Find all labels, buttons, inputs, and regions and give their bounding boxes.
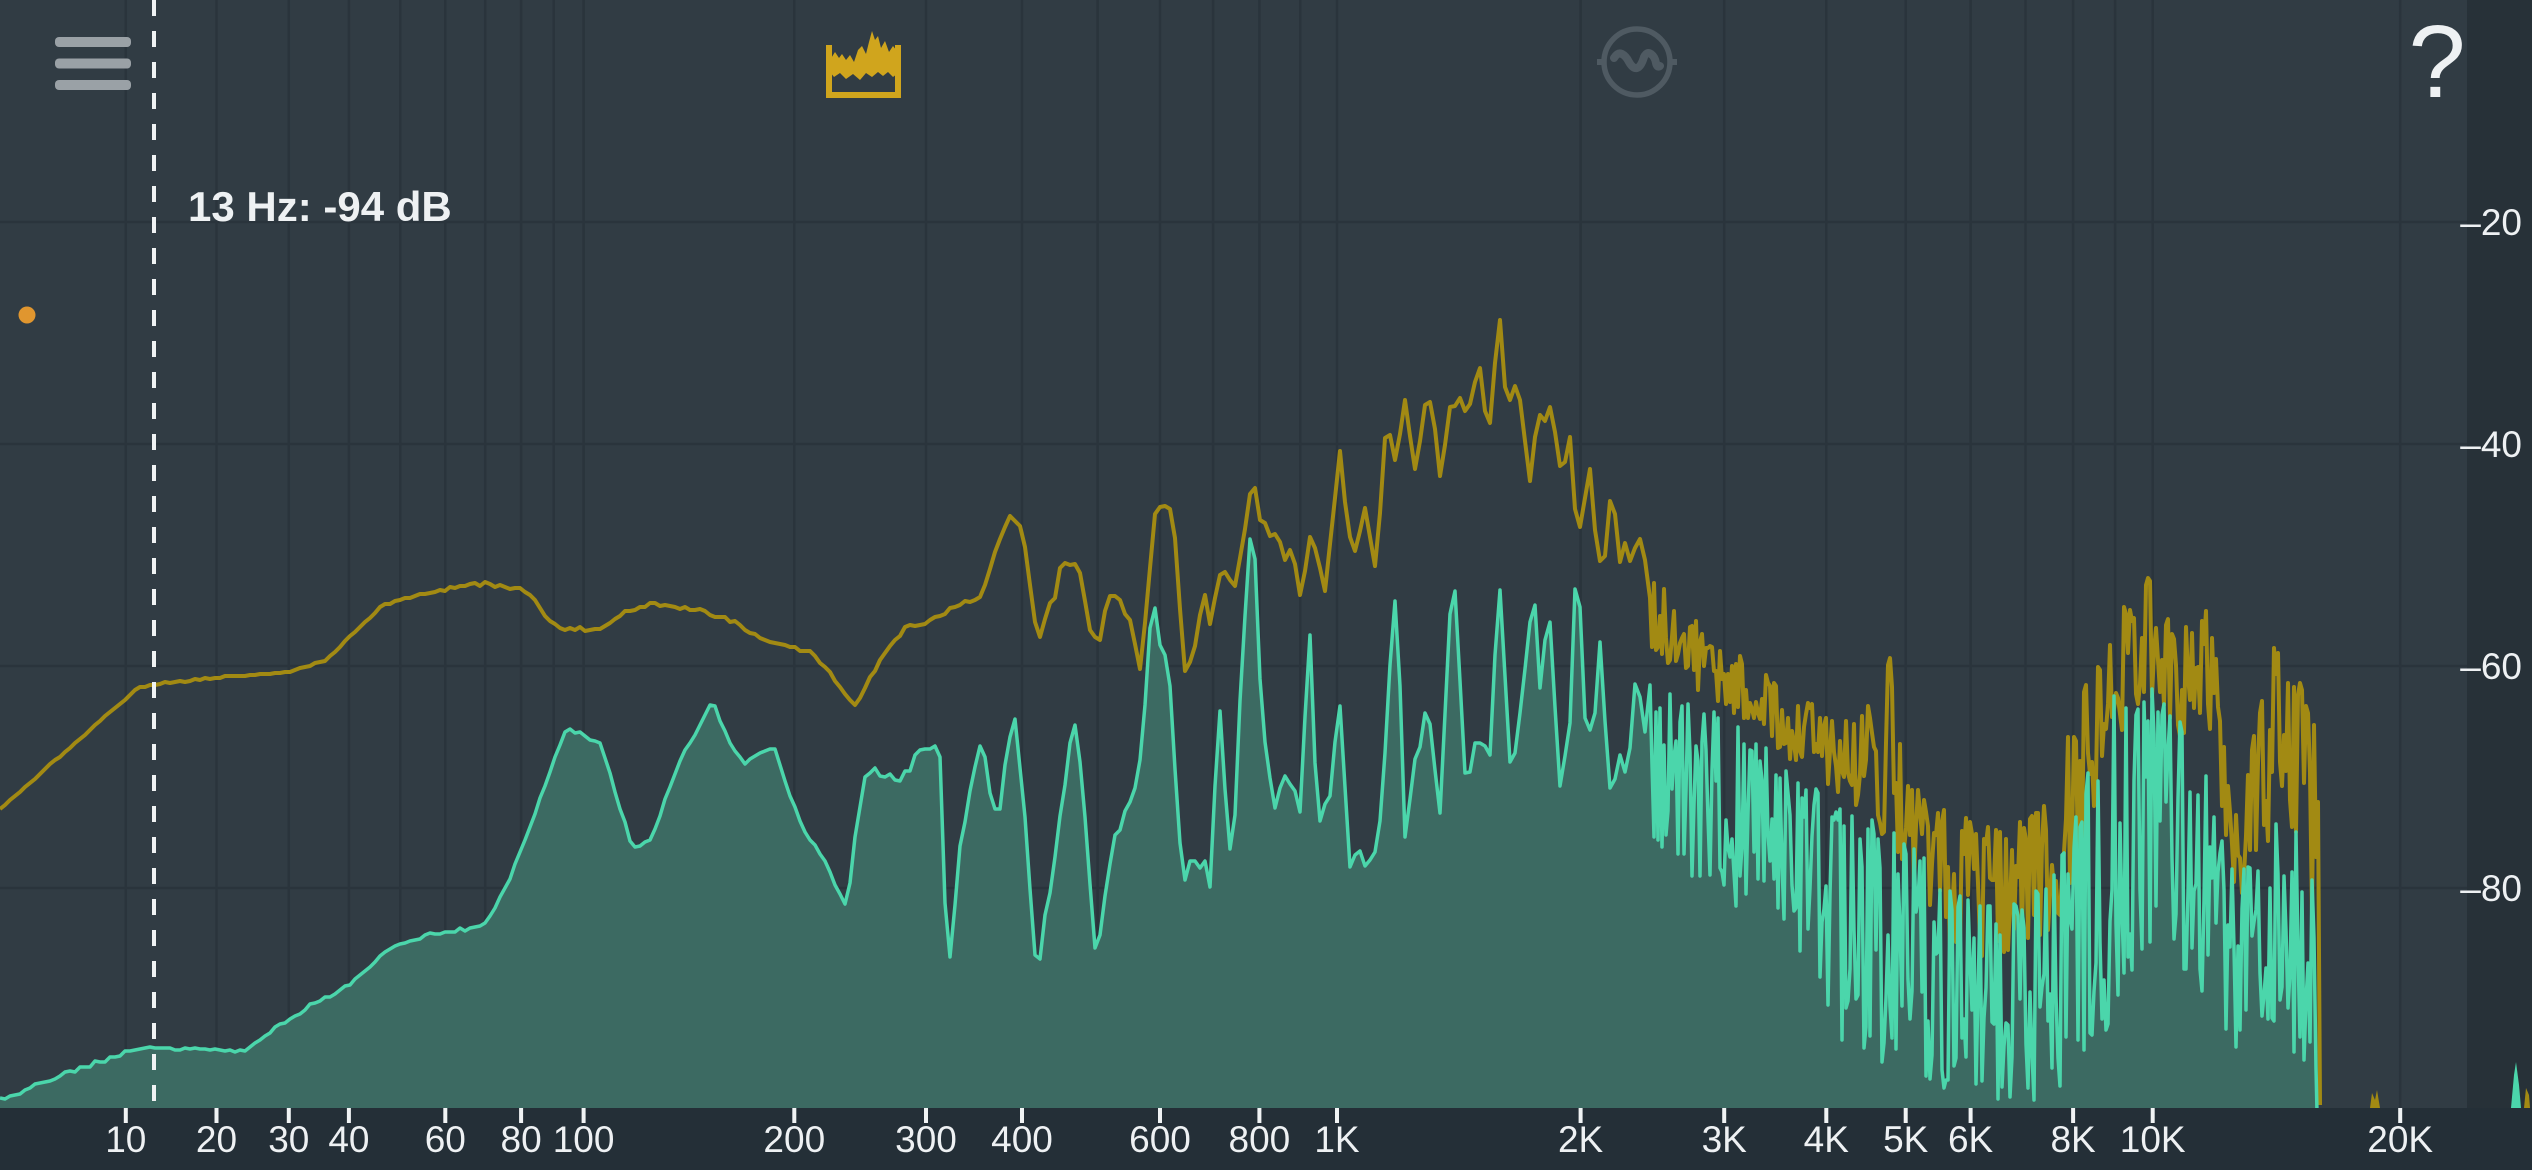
svg-text:200: 200 [763,1119,825,1160]
svg-text:600: 600 [1129,1119,1191,1160]
svg-text:40: 40 [328,1119,369,1160]
svg-text:20: 20 [196,1119,237,1160]
svg-text:4K: 4K [1804,1119,1850,1160]
svg-text:10: 10 [105,1119,146,1160]
svg-text:100: 100 [553,1119,615,1160]
svg-text:60: 60 [425,1119,466,1160]
svg-text:300: 300 [895,1119,957,1160]
svg-text:–40: –40 [2460,424,2522,465]
svg-text:?: ? [2408,4,2465,119]
svg-text:30: 30 [268,1119,309,1160]
svg-text:–60: –60 [2460,646,2522,687]
svg-text:8K: 8K [2050,1119,2096,1160]
svg-text:2K: 2K [1558,1119,1604,1160]
svg-text:1K: 1K [1314,1119,1360,1160]
svg-text:400: 400 [991,1119,1053,1160]
svg-text:6K: 6K [1948,1119,1994,1160]
svg-text:20K: 20K [2367,1119,2433,1160]
svg-text:5K: 5K [1883,1119,1929,1160]
svg-text:80: 80 [501,1119,542,1160]
svg-text:–20: –20 [2460,202,2522,243]
svg-text:3K: 3K [1702,1119,1748,1160]
svg-text:10K: 10K [2120,1119,2186,1160]
svg-text:–80: –80 [2460,868,2522,909]
svg-text:800: 800 [1229,1119,1291,1160]
svg-text:13 Hz: -94 dB: 13 Hz: -94 dB [188,183,452,230]
